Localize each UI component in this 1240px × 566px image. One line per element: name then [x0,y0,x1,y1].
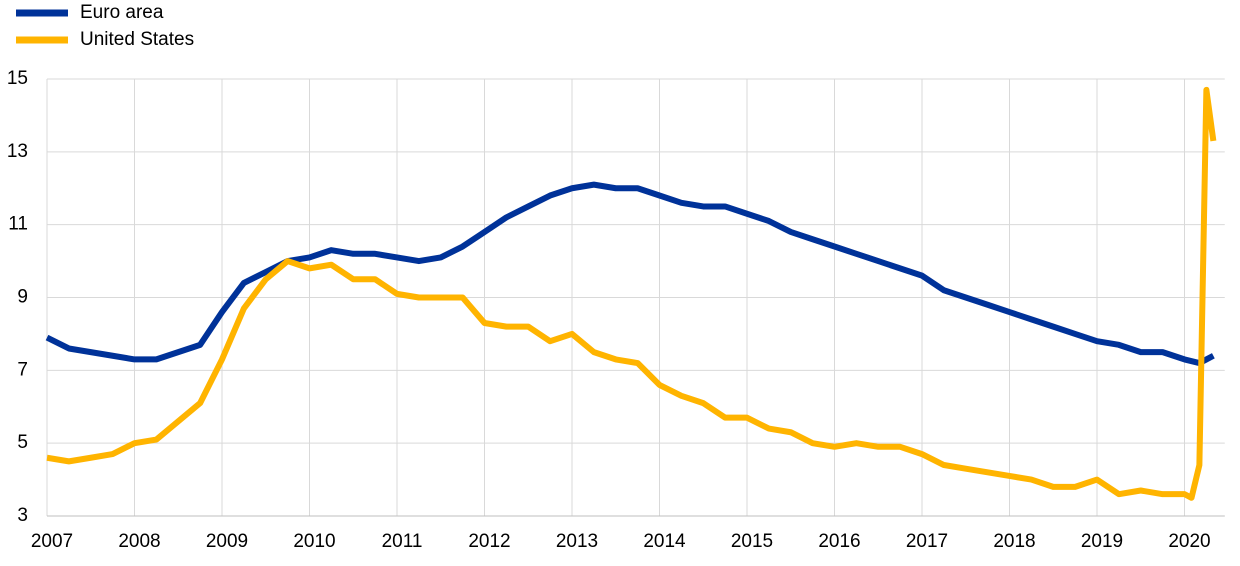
x-tick-label: 2009 [206,531,248,552]
x-tick-label: 2015 [731,531,773,552]
x-tick-label: 2014 [643,531,686,552]
y-tick-label: 15 [7,68,28,89]
y-tick-label: 3 [17,505,28,526]
x-tick-label: 2017 [906,531,948,552]
y-tick-label: 7 [17,359,28,380]
x-tick-label: 2012 [468,531,510,552]
x-tick-label: 2019 [1081,531,1123,552]
x-tick-label: 2013 [556,531,598,552]
x-tick-label: 2018 [993,531,1035,552]
legend-label: Euro area [80,2,164,23]
x-tick-label: 2008 [118,531,160,552]
x-tick-label: 2011 [382,531,423,552]
line [46,86,1217,501]
x-tick-label: 2007 [31,531,73,552]
x-tick-label: 2010 [293,531,335,552]
line [45,181,1215,367]
y-tick-label: 13 [7,141,28,162]
x-tick-label: 2016 [818,531,860,552]
y-tick-label: 11 [8,214,28,235]
x-tick-label: 2020 [1168,531,1210,552]
y-tick-label: 9 [17,287,28,308]
y-tick-label: 5 [17,432,28,453]
legend-label: United States [80,29,194,50]
